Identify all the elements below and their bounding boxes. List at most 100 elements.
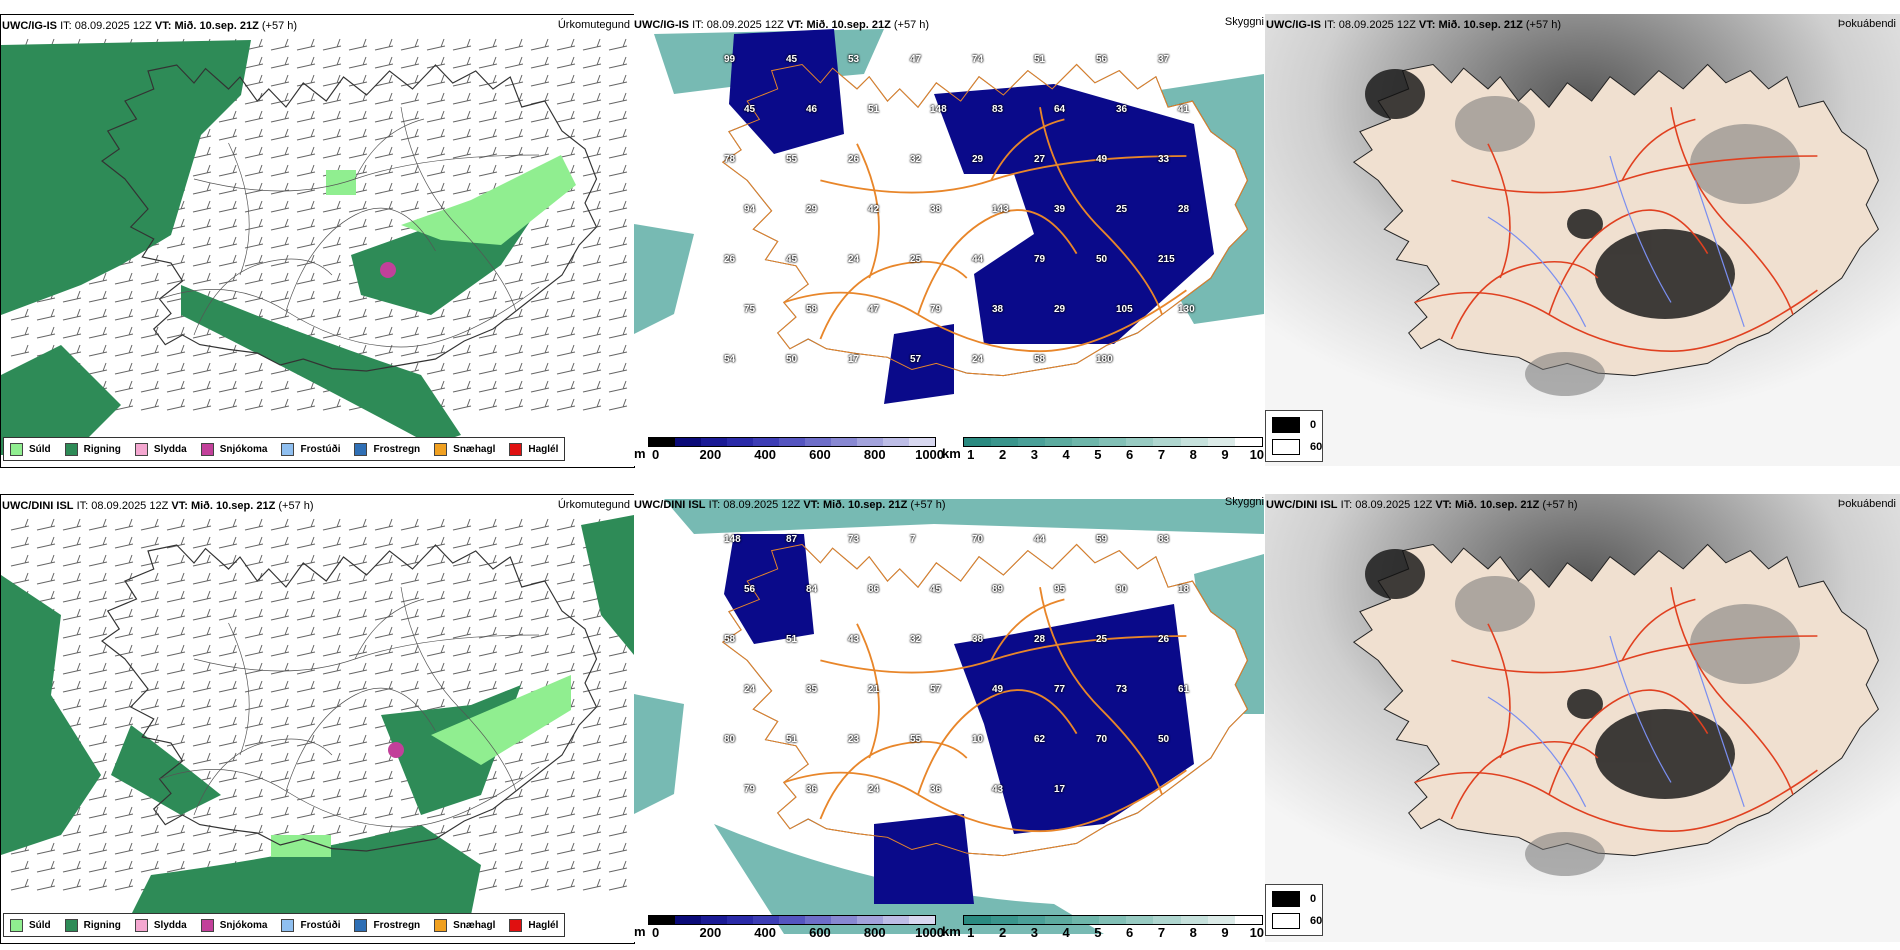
model-name: UWC/DINI ISL [634,499,706,511]
ceiling-value: 42 [868,204,880,215]
legend-item: Snæhagl [434,442,496,456]
ceiling-value: 45 [930,584,942,595]
ceiling-value: 80 [724,734,736,745]
init-time: 08.09.2025 12Z [1355,499,1433,511]
ceiling-value: 37 [1158,54,1170,65]
vt-label: VT: [154,20,172,32]
fog-panel-top: UWC/IG-IS IT: 08.09.2025 12Z VT: Mið. 10… [1265,14,1900,466]
legend-item: Snjókoma [200,442,267,456]
legend-label: Snæhagl [453,443,496,455]
colorbar-step [1017,916,1046,924]
colorbar-step [1072,438,1100,446]
legend-swatch [281,918,295,932]
ceiling-value: 46 [806,104,818,115]
colorbar-tick: 1 [967,447,975,462]
colorbar-step [778,916,805,924]
colorbar-step [752,916,779,924]
fog-dark-swatch [1272,417,1300,433]
colorbar-tick: 400 [754,447,777,462]
ceiling-value: 38 [972,634,984,645]
ceiling-value: 148 [930,104,947,115]
ceiling-value: 7 [910,534,916,545]
legend-swatch [200,918,214,932]
ceiling-value: 79 [744,784,756,795]
ceiling-value: 10 [972,734,984,745]
colorbar-tick: 2 [998,925,1007,940]
ceiling-value: 89 [992,584,1004,595]
ceiling-value: 84 [806,584,818,595]
colorbar-step [990,916,1018,924]
colorbar-tick: 5 [1094,447,1102,462]
legend-label: Slydda [153,919,187,931]
legend-item: Súld [10,918,51,932]
ceiling-value: 45 [786,54,798,65]
colorbar-tick: 800 [863,447,886,462]
ceiling-value: 49 [992,684,1004,695]
ceiling-value: 50 [1158,734,1170,745]
ceiling-value: 45 [786,254,798,265]
ceiling-value: 38 [992,304,1004,315]
colorbar-step [804,438,831,446]
lead-time: (+57 h) [1542,499,1578,511]
colorbar-tick: 400 [754,925,777,940]
ceiling-value: 94 [744,204,756,215]
ceiling-value: 86 [868,584,880,595]
sleet-area [380,262,396,278]
panel-header: UWC/IG-IS IT: 08.09.2025 12Z VT: Mið. 10… [2,20,297,32]
ceiling-value: 56 [1096,54,1108,65]
ceiling-value: 50 [786,354,798,365]
legend-swatch [64,442,78,456]
colorbar-unit: m [634,446,646,461]
ceiling-value: 49 [1096,154,1108,165]
colorbar-step [1234,916,1262,924]
colorbar-tick: 9 [1221,925,1229,940]
colorbar-step [700,438,727,446]
ceiling-value: 99 [724,54,736,65]
ceiling-value: 25 [1116,204,1128,215]
ceiling-value: 148 [724,534,741,545]
ceiling-value: 57 [930,684,942,695]
island-outline [101,64,598,372]
colorbar-unit: m [634,924,646,939]
model-name: UWC/DINI ISL [2,500,74,512]
fog-dark-label: 0 [1310,419,1317,431]
legend-label: Frostúði [300,919,341,931]
it-label: IT: [1324,19,1336,31]
low-ceiling-areas [724,534,1194,904]
colorbar-tick: 600 [809,447,831,462]
fog-light-label: 60 [1310,441,1323,453]
valid-time: Mið. 10.sep. 21Z [1438,19,1523,31]
ceiling-value: 56 [744,584,756,595]
ceiling-value: 55 [786,154,798,165]
legend-item: Frostregn [354,442,420,456]
legend-label: Frostúði [300,443,341,455]
ceiling-value: 25 [910,254,922,265]
colorbar-step [1153,916,1181,924]
colorbar-tick: 2 [998,447,1007,462]
ceiling-value: 29 [1054,304,1066,315]
ceiling-value: 26 [1158,634,1170,645]
ceiling-colorbar: m 0 200 400 600 800 1000 [634,915,944,941]
ceiling-value: 24 [868,784,880,795]
panel-title: Skyggni [1224,16,1264,28]
lead-time: (+57 h) [1525,19,1562,31]
ceiling-value: 33 [1158,154,1170,165]
ceiling-value: 180 [1096,354,1113,365]
ceiling-value: 51 [868,104,880,115]
legend-item: Slydda [134,918,187,932]
ceiling-value: 24 [744,684,756,695]
colorbar-tick: 0 [651,925,660,940]
colorbar-tick: 6 [1126,925,1134,940]
colorbar-step [700,916,727,924]
panel-header: UWC/IG-IS IT: 08.09.2025 12Z VT: Mið. 10… [1266,19,1561,31]
fog-dark-areas [1365,69,1735,319]
road-network [721,543,1248,857]
ceiling-value: 75 [744,304,756,315]
model-name: UWC/IG-IS [1266,19,1321,31]
colorbar-tick: 9 [1221,447,1229,462]
ceiling-value: 70 [1096,734,1108,745]
ceiling-panel-top: UWC/IG-IS IT: 08.09.2025 12Z VT: Mið. 10… [634,14,1264,466]
road-network [721,63,1248,377]
legend-swatch [354,918,368,932]
it-label: IT: [708,499,721,511]
